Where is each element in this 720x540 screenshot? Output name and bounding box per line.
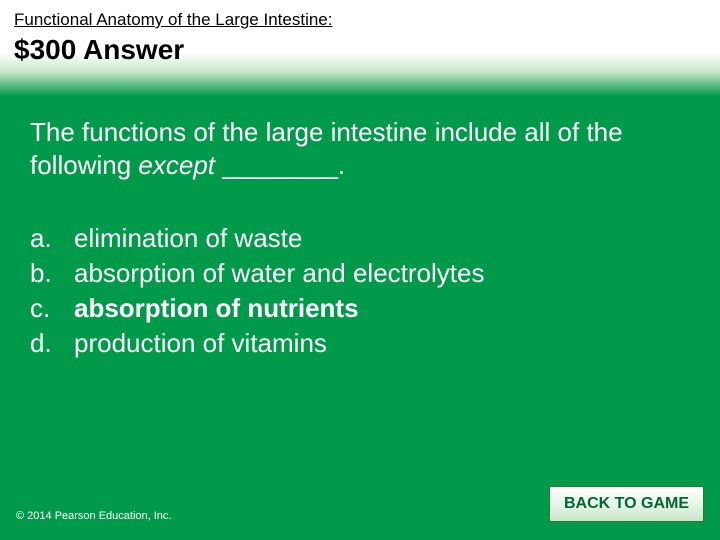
back-to-game-button[interactable]: BACK TO GAME <box>549 486 704 522</box>
option-row: d. production of vitamins <box>30 326 690 361</box>
category-title: Functional Anatomy of the Large Intestin… <box>14 10 706 30</box>
option-letter: b. <box>30 256 74 291</box>
price-answer-label: $300 Answer <box>14 34 706 66</box>
copyright-text: © 2014 Pearson Education, Inc. <box>16 510 171 522</box>
question-post: ________. <box>215 150 345 180</box>
footer: © 2014 Pearson Education, Inc. BACK TO G… <box>0 472 720 540</box>
option-letter: d. <box>30 326 74 361</box>
option-row: a. elimination of waste <box>30 221 690 256</box>
option-row: c. absorption of nutrients <box>30 291 690 326</box>
option-text: absorption of water and electrolytes <box>74 256 484 291</box>
option-letter: a. <box>30 221 74 256</box>
content-area: The functions of the large intestine inc… <box>0 96 720 361</box>
question-italic: except <box>138 150 215 180</box>
question-stem: The functions of the large intestine inc… <box>30 116 690 181</box>
option-text-correct: absorption of nutrients <box>74 291 359 326</box>
option-text: production of vitamins <box>74 326 327 361</box>
header-banner: Functional Anatomy of the Large Intestin… <box>0 0 720 96</box>
options-list: a. elimination of waste b. absorption of… <box>30 221 690 361</box>
option-row: b. absorption of water and electrolytes <box>30 256 690 291</box>
option-letter: c. <box>30 291 74 326</box>
option-text: elimination of waste <box>74 221 302 256</box>
